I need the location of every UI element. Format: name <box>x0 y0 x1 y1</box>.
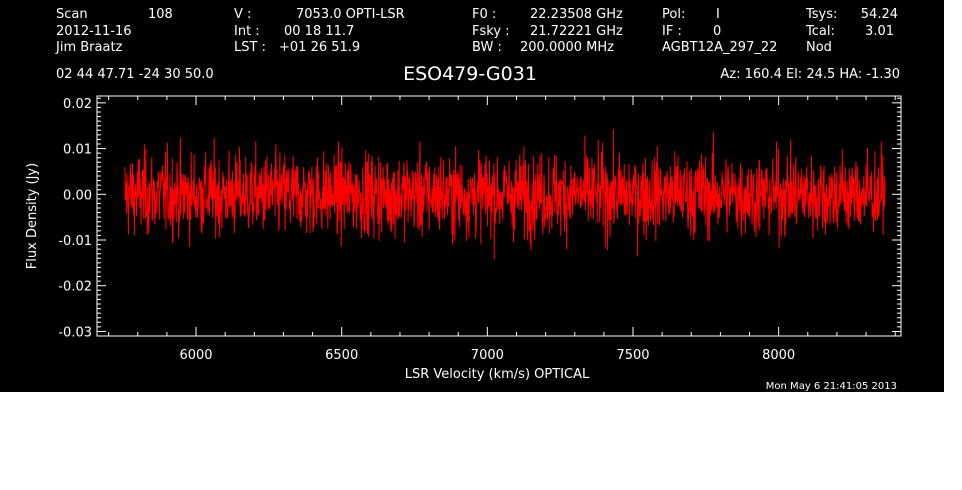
y-tick-label: 0.01 <box>63 143 92 158</box>
x-axis-tick-labels: 6000 6500 7000 7500 8000 <box>179 348 795 363</box>
bandwidth-label: BW : <box>472 40 502 55</box>
f0-value: 22.23508 GHz <box>530 7 623 22</box>
x-tick-label: 8000 <box>762 348 795 363</box>
obs-mode: Nod <box>806 40 832 55</box>
x-tick-label: 7000 <box>471 348 504 363</box>
y-tick-label: -0.03 <box>58 325 92 340</box>
pol-value: I <box>716 7 720 22</box>
bandwidth-value: 200.0000 MHz <box>520 40 614 55</box>
velocity-value: 7053.0 OPTI-LSR <box>296 7 405 22</box>
source-coordinates: 02 44 47.71 -24 30 50.0 <box>56 67 214 82</box>
pointing-info: Az: 160.4 El: 24.5 HA: -1.30 <box>720 67 900 82</box>
y-axis-tick-labels: 0.02 0.01 0.00 -0.01 -0.02 -0.03 <box>58 97 92 341</box>
velocity-label: V : <box>234 7 251 22</box>
plot-frame <box>96 95 902 337</box>
x-axis-ticks <box>108 96 896 336</box>
tcal-label: Tcal: <box>805 24 835 39</box>
y-axis-label: Flux Density (Jy) <box>25 163 40 269</box>
scan-label: Scan <box>56 7 88 22</box>
integration-label: Int : <box>234 24 260 39</box>
tsys-label: Tsys: <box>805 7 837 22</box>
fsky-label: Fsky : <box>472 24 510 39</box>
if-label: IF : <box>662 24 682 39</box>
fsky-value: 21.72221 GHz <box>530 24 623 39</box>
x-tick-label: 7500 <box>616 348 649 363</box>
x-axis-label: LSR Velocity (km/s) OPTICAL <box>405 367 590 382</box>
scan-value: 108 <box>148 7 173 22</box>
if-value: 0 <box>713 24 721 39</box>
y-axis-ticks <box>97 97 901 337</box>
tcal-value: 3.01 <box>865 24 894 39</box>
x-tick-label: 6500 <box>325 348 358 363</box>
y-tick-label: -0.01 <box>58 234 92 249</box>
source-title: ESO479-G031 <box>403 63 537 85</box>
pol-label: Pol: <box>662 7 685 22</box>
spectrum-plot: Scan 108 2012-11-16 Jim Braatz V : 7053.… <box>25 7 902 392</box>
x-tick-label: 6000 <box>179 348 212 363</box>
plot-timestamp: Mon May 6 21:41:05 2013 <box>766 381 897 392</box>
project-id: AGBT12A_297_22 <box>662 40 777 55</box>
y-tick-label: 0.02 <box>63 97 92 112</box>
plot-window: Scan 108 2012-11-16 Jim Braatz V : 7053.… <box>0 0 944 392</box>
y-tick-label: 0.00 <box>63 188 92 203</box>
lst-label: LST : <box>234 40 266 55</box>
y-tick-label: -0.02 <box>58 280 92 295</box>
tsys-value: 54.24 <box>861 7 898 22</box>
f0-label: F0 : <box>472 7 496 22</box>
obs-date: 2012-11-16 <box>56 24 132 39</box>
integration-value: 00 18 11.7 <box>284 24 354 39</box>
lst-value: +01 26 51.9 <box>279 40 360 55</box>
observer-name: Jim Braatz <box>55 40 123 55</box>
spectrum-series-line <box>124 129 886 260</box>
